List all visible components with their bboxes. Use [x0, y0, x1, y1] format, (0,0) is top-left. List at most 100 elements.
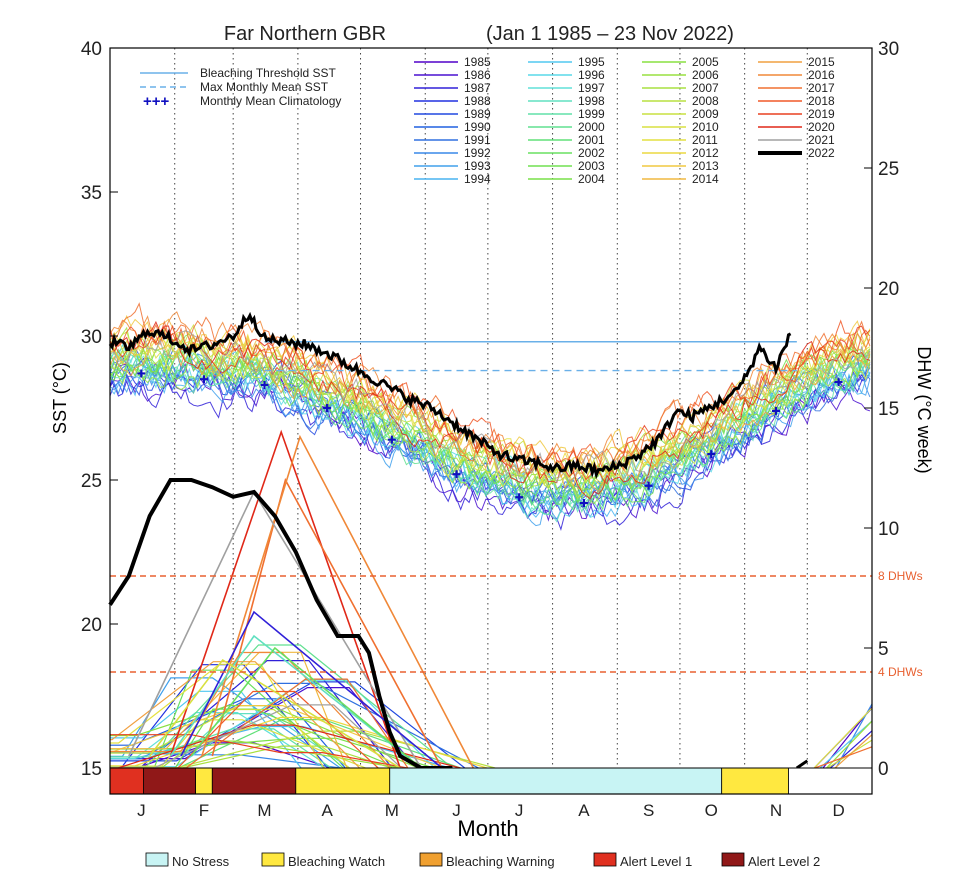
- alert-segment: [109, 767, 144, 795]
- y-tick-label-right: 20: [878, 279, 899, 300]
- legend-year-label: 1987: [464, 81, 491, 95]
- legend-year-label: 2002: [578, 146, 605, 160]
- status-legend-label: Alert Level 2: [748, 854, 820, 869]
- climatology-marker: [199, 375, 208, 384]
- legend-year-label: 2001: [578, 133, 605, 147]
- dhw-series-2011-late: [813, 707, 873, 769]
- y-tick-label-right: 0: [878, 759, 889, 780]
- legend-year-label: 2000: [578, 120, 605, 134]
- legend-year-label: 1992: [464, 146, 491, 160]
- y-tick-label-right: 10: [878, 519, 899, 540]
- legend-year-label: 2013: [692, 159, 719, 173]
- legend-year-label: 1993: [464, 159, 491, 173]
- legend-year-label: 1994: [464, 172, 491, 186]
- x-tick-label: J: [515, 801, 524, 820]
- legend-year-label: 1989: [464, 107, 491, 121]
- status-legend-swatch: [721, 852, 745, 867]
- legend-year-label: 1986: [464, 68, 491, 82]
- legend-year-label: 2016: [808, 68, 835, 82]
- status-legend-label: Bleaching Watch: [288, 854, 385, 869]
- sst-series-1994: [109, 354, 871, 518]
- climatology-marker: [707, 450, 716, 459]
- x-tick-label: J: [137, 801, 146, 820]
- status-legend-swatch: [261, 852, 285, 867]
- status-legend-swatch: [593, 852, 617, 867]
- dhw-peak-1998: [169, 634, 422, 769]
- x-tick-label: O: [705, 801, 718, 820]
- legend-year-label: 2008: [692, 94, 719, 108]
- dhw-series-1999: [110, 728, 332, 769]
- sst-series-2006: [109, 341, 871, 505]
- climatology-marker: [323, 404, 332, 412]
- alert-segment: [389, 767, 723, 795]
- status-legend-label: Bleaching Warning: [446, 854, 555, 869]
- climatology-marker: [515, 493, 524, 502]
- legend-ref-label: Bleaching Threshold SST: [200, 66, 337, 80]
- climatology-marker: [260, 380, 269, 389]
- x-axis-label: Month: [457, 816, 518, 841]
- sst-series-2021: [109, 330, 871, 484]
- x-tick-label: J: [452, 801, 461, 820]
- alert-segment: [143, 767, 196, 795]
- y-tick-label-right: 25: [878, 159, 899, 180]
- legend-year-label: 1995: [578, 55, 605, 69]
- x-tick-label: F: [199, 801, 209, 820]
- plot-frame: [109, 47, 873, 795]
- dhw-series-2015-late: [834, 734, 873, 769]
- legend-climatology-symbol: +++: [143, 93, 170, 110]
- legend-year-label: 2010: [692, 120, 719, 134]
- climatology-marker: [579, 499, 588, 508]
- legend-year-label: 1991: [464, 133, 491, 147]
- y-tick-label-left: 40: [81, 39, 102, 60]
- legend-year-label: 1985: [464, 55, 491, 69]
- alert-segment: [721, 767, 789, 795]
- x-tick-label: N: [770, 801, 782, 820]
- climatology-marker: [644, 481, 653, 490]
- climatology-marker: [452, 470, 461, 479]
- climatology-marker: [387, 435, 396, 444]
- legend-ref-label: Max Monthly Mean SST: [200, 80, 329, 94]
- dhw-series-2022-late: [795, 759, 809, 770]
- y-tick-label-right: 5: [878, 639, 889, 660]
- climatology-marker: [137, 369, 146, 378]
- dhw-series-2022: [108, 478, 453, 770]
- dhw-peak-2017: [211, 477, 443, 769]
- x-tick-label: A: [321, 801, 333, 820]
- legend-year-label: 2020: [808, 120, 835, 134]
- dhw-series-2019: [110, 734, 408, 769]
- y-tick-label-left: 15: [81, 759, 102, 780]
- dhw-threshold-label: 4 DHWs: [878, 665, 923, 679]
- climatology-marker: [771, 406, 780, 415]
- y-tick-label-right: 15: [878, 399, 899, 420]
- legend-year-label: 1998: [578, 94, 605, 108]
- legend-year-label: 1988: [464, 94, 491, 108]
- status-legend-label: Alert Level 1: [620, 854, 692, 869]
- chart-subtitle: (Jan 1 1985 – 23 Nov 2022): [486, 23, 734, 45]
- x-tick-label: D: [832, 801, 844, 820]
- chart-title: Far Northern GBR: [224, 23, 386, 45]
- y-axis-label-right: DHW (°C week): [914, 346, 934, 473]
- legend-year-label: 2021: [808, 133, 835, 147]
- legend-year-label: 2005: [692, 55, 719, 69]
- alert-segment: [195, 767, 213, 795]
- alert-segment: [788, 767, 873, 795]
- legend-year-label: 2019: [808, 107, 835, 121]
- dhw-series-2017-late: [814, 746, 873, 769]
- dhw-series-2015: [110, 661, 361, 769]
- y-tick-label-left: 25: [81, 471, 102, 492]
- sst-series-2019: [109, 324, 871, 485]
- sst-series-2022: [108, 311, 792, 480]
- x-tick-label: S: [643, 801, 654, 820]
- legend-year-label: 1990: [464, 120, 491, 134]
- y-tick-label-left: 30: [81, 327, 102, 348]
- x-tick-label: M: [385, 801, 399, 820]
- legend-year-label: 2022: [808, 146, 835, 160]
- status-legend-swatch: [419, 852, 443, 867]
- dhw-series-1990: [110, 698, 346, 769]
- y-tick-label-right: 30: [878, 39, 899, 60]
- dhw-series-2009: [110, 708, 350, 769]
- legend-year-label: 2017: [808, 81, 835, 95]
- y-axis-label-left: SST (°C): [50, 362, 70, 434]
- y-tick-label-left: 20: [81, 615, 102, 636]
